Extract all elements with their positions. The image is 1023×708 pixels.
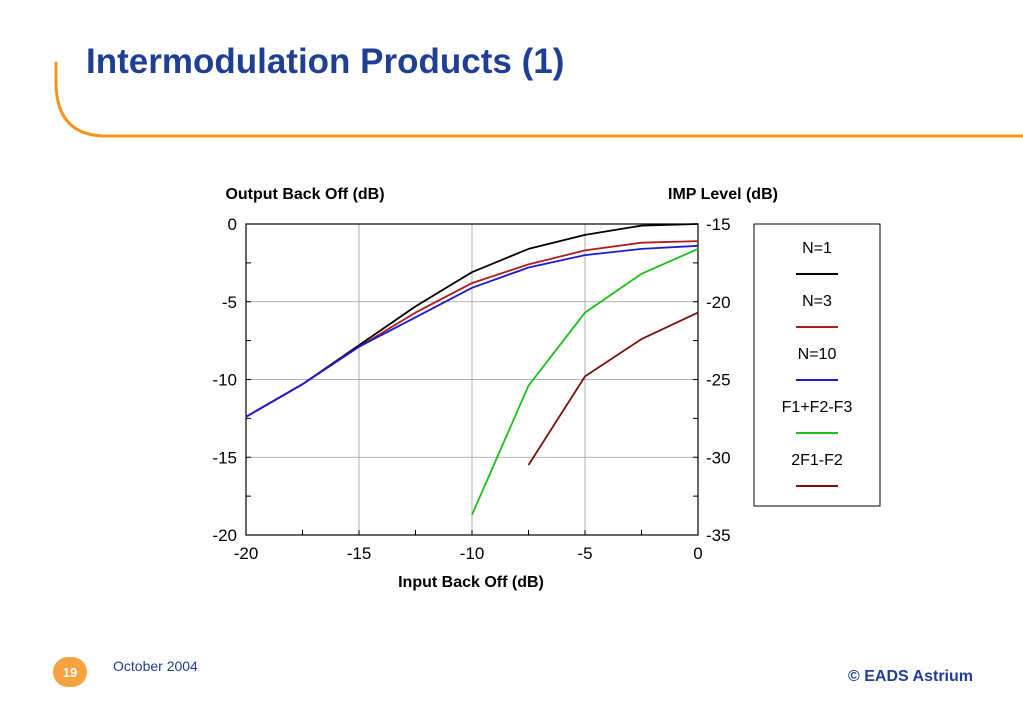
grid [245, 223, 699, 536]
series-line-n-10 [245, 244, 699, 418]
y-left-tick-label: -15 [212, 448, 237, 467]
x-tick-label: -15 [347, 544, 372, 563]
legend: N=1 N=3 N=10 F1+F2-F3 2F1-F2 [753, 223, 881, 507]
axes: -20 -15 -10 -5 0 0 -5 -10 -15 -20 -15 -20 -25 -30 -35 [212, 215, 730, 563]
footer-copyright: © EADS Astrium [848, 668, 973, 685]
y-left-tick-label: -10 [212, 371, 237, 390]
legend-label: N=3 [802, 293, 832, 310]
title-accent-line [54, 62, 1023, 138]
y-right-axis-label: IMP Level (dB) [668, 186, 778, 203]
series-line-2f1-f2 [527, 311, 699, 466]
series-lines [245, 223, 699, 516]
page-number-badge: 19 [53, 657, 87, 687]
footer-date: October 2004 [113, 658, 198, 674]
x-tick-label: 0 [693, 544, 702, 563]
legend-label: 2F1-F2 [791, 452, 843, 469]
slide-title: Intermodulation Products (1) [86, 42, 565, 81]
y-right-tick-label: -35 [706, 526, 731, 545]
plot-frame [245, 223, 699, 536]
y-left-tick-label: -20 [212, 526, 237, 545]
y-right-tick-label: -15 [706, 215, 731, 234]
x-axis-label: Input Back Off (dB) [398, 574, 544, 591]
y-left-tick-label: -5 [222, 293, 237, 312]
series-line-f1-f2-f3 [471, 248, 699, 516]
y-right-tick-label: -20 [706, 293, 731, 312]
x-tick-label: -5 [577, 544, 592, 563]
x-tick-label: -20 [234, 544, 259, 563]
y-left-tick-label: 0 [228, 215, 237, 234]
legend-label: N=10 [798, 346, 837, 363]
x-tick-label: -10 [460, 544, 485, 563]
legend-label: N=1 [802, 240, 832, 257]
y-left-axis-label: Output Back Off (dB) [225, 186, 384, 203]
legend-box [753, 223, 881, 507]
y-right-tick-label: -30 [706, 448, 731, 467]
legend-label: F1+F2-F3 [782, 399, 853, 416]
y-right-tick-label: -25 [706, 371, 731, 390]
